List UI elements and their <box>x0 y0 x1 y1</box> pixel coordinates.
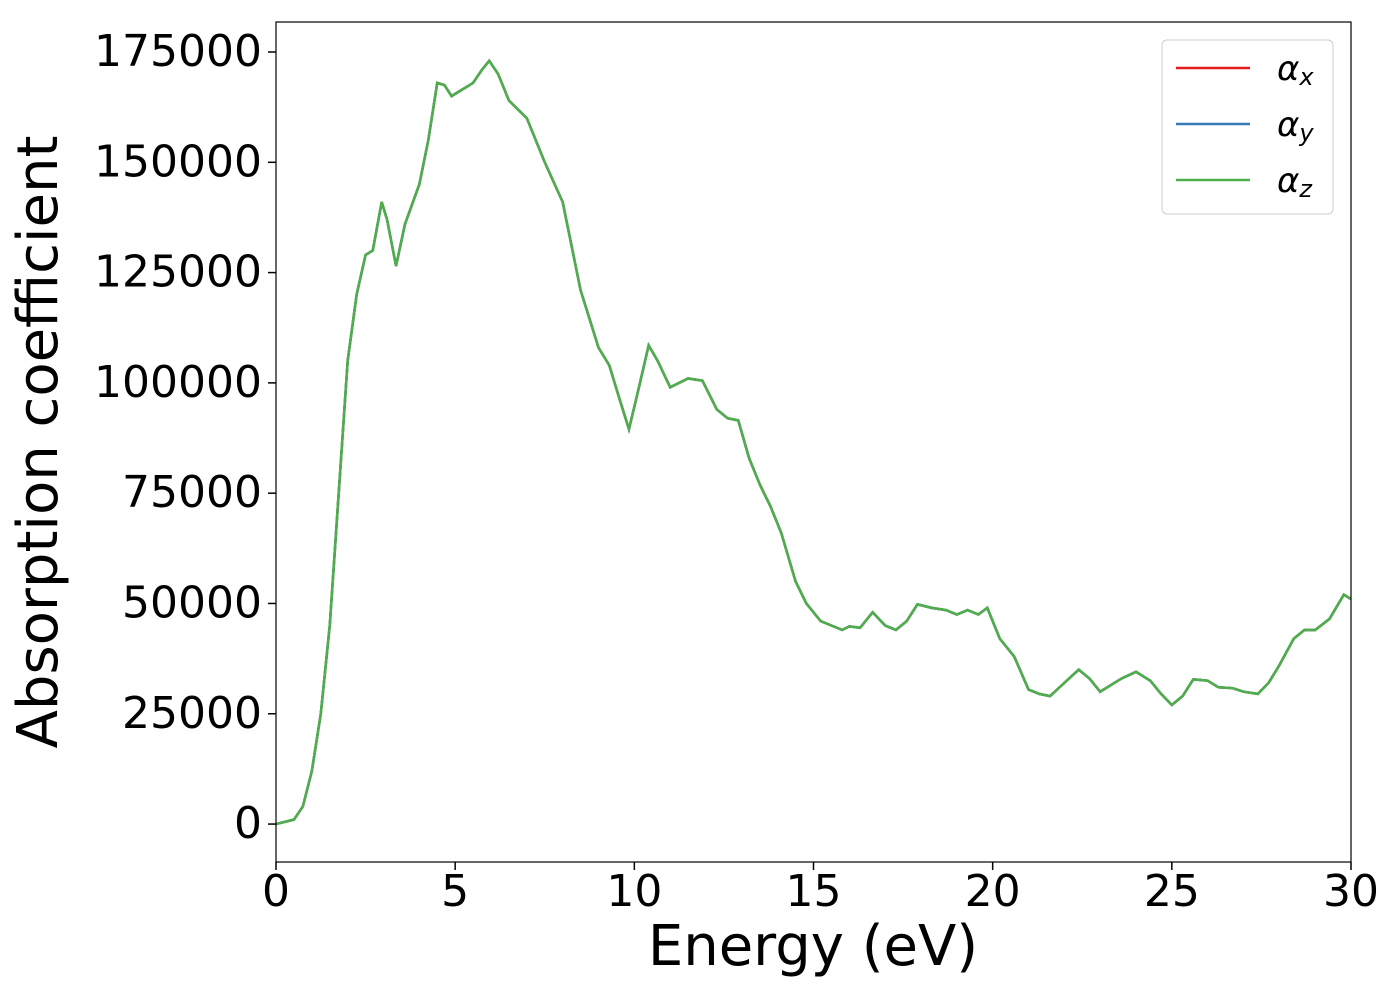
y-tick-label: 0 <box>234 798 262 849</box>
y-tick-label: 175000 <box>94 26 262 77</box>
x-axis-label: Energy (eV) <box>648 914 978 979</box>
y-tick-label: 50000 <box>122 577 262 628</box>
legend-label: αz <box>1277 161 1313 204</box>
data-line <box>275 58 1352 826</box>
legend-label: αy <box>1277 105 1314 148</box>
y-tick-label: 25000 <box>122 688 262 739</box>
legend: αx αy αz <box>1161 39 1334 215</box>
x-tick-label: 5 <box>441 866 469 917</box>
x-tick-label: 15 <box>786 866 842 917</box>
x-tick-label: 10 <box>606 866 662 917</box>
legend-box <box>1161 39 1334 215</box>
y-tick-label: 75000 <box>122 467 262 518</box>
y-tick-label: 100000 <box>94 357 262 408</box>
y-axis-label: Absorption coefficient <box>6 136 71 749</box>
legend-label: αx <box>1277 49 1314 92</box>
x-tick-label: 20 <box>965 866 1021 917</box>
x-tick-label: 25 <box>1144 866 1200 917</box>
y-tick-label: 150000 <box>94 136 262 187</box>
y-tick-label: 125000 <box>94 247 262 298</box>
x-tick-label: 30 <box>1323 866 1379 917</box>
x-tick-label: 0 <box>262 866 290 917</box>
plot-frame <box>275 21 1352 863</box>
